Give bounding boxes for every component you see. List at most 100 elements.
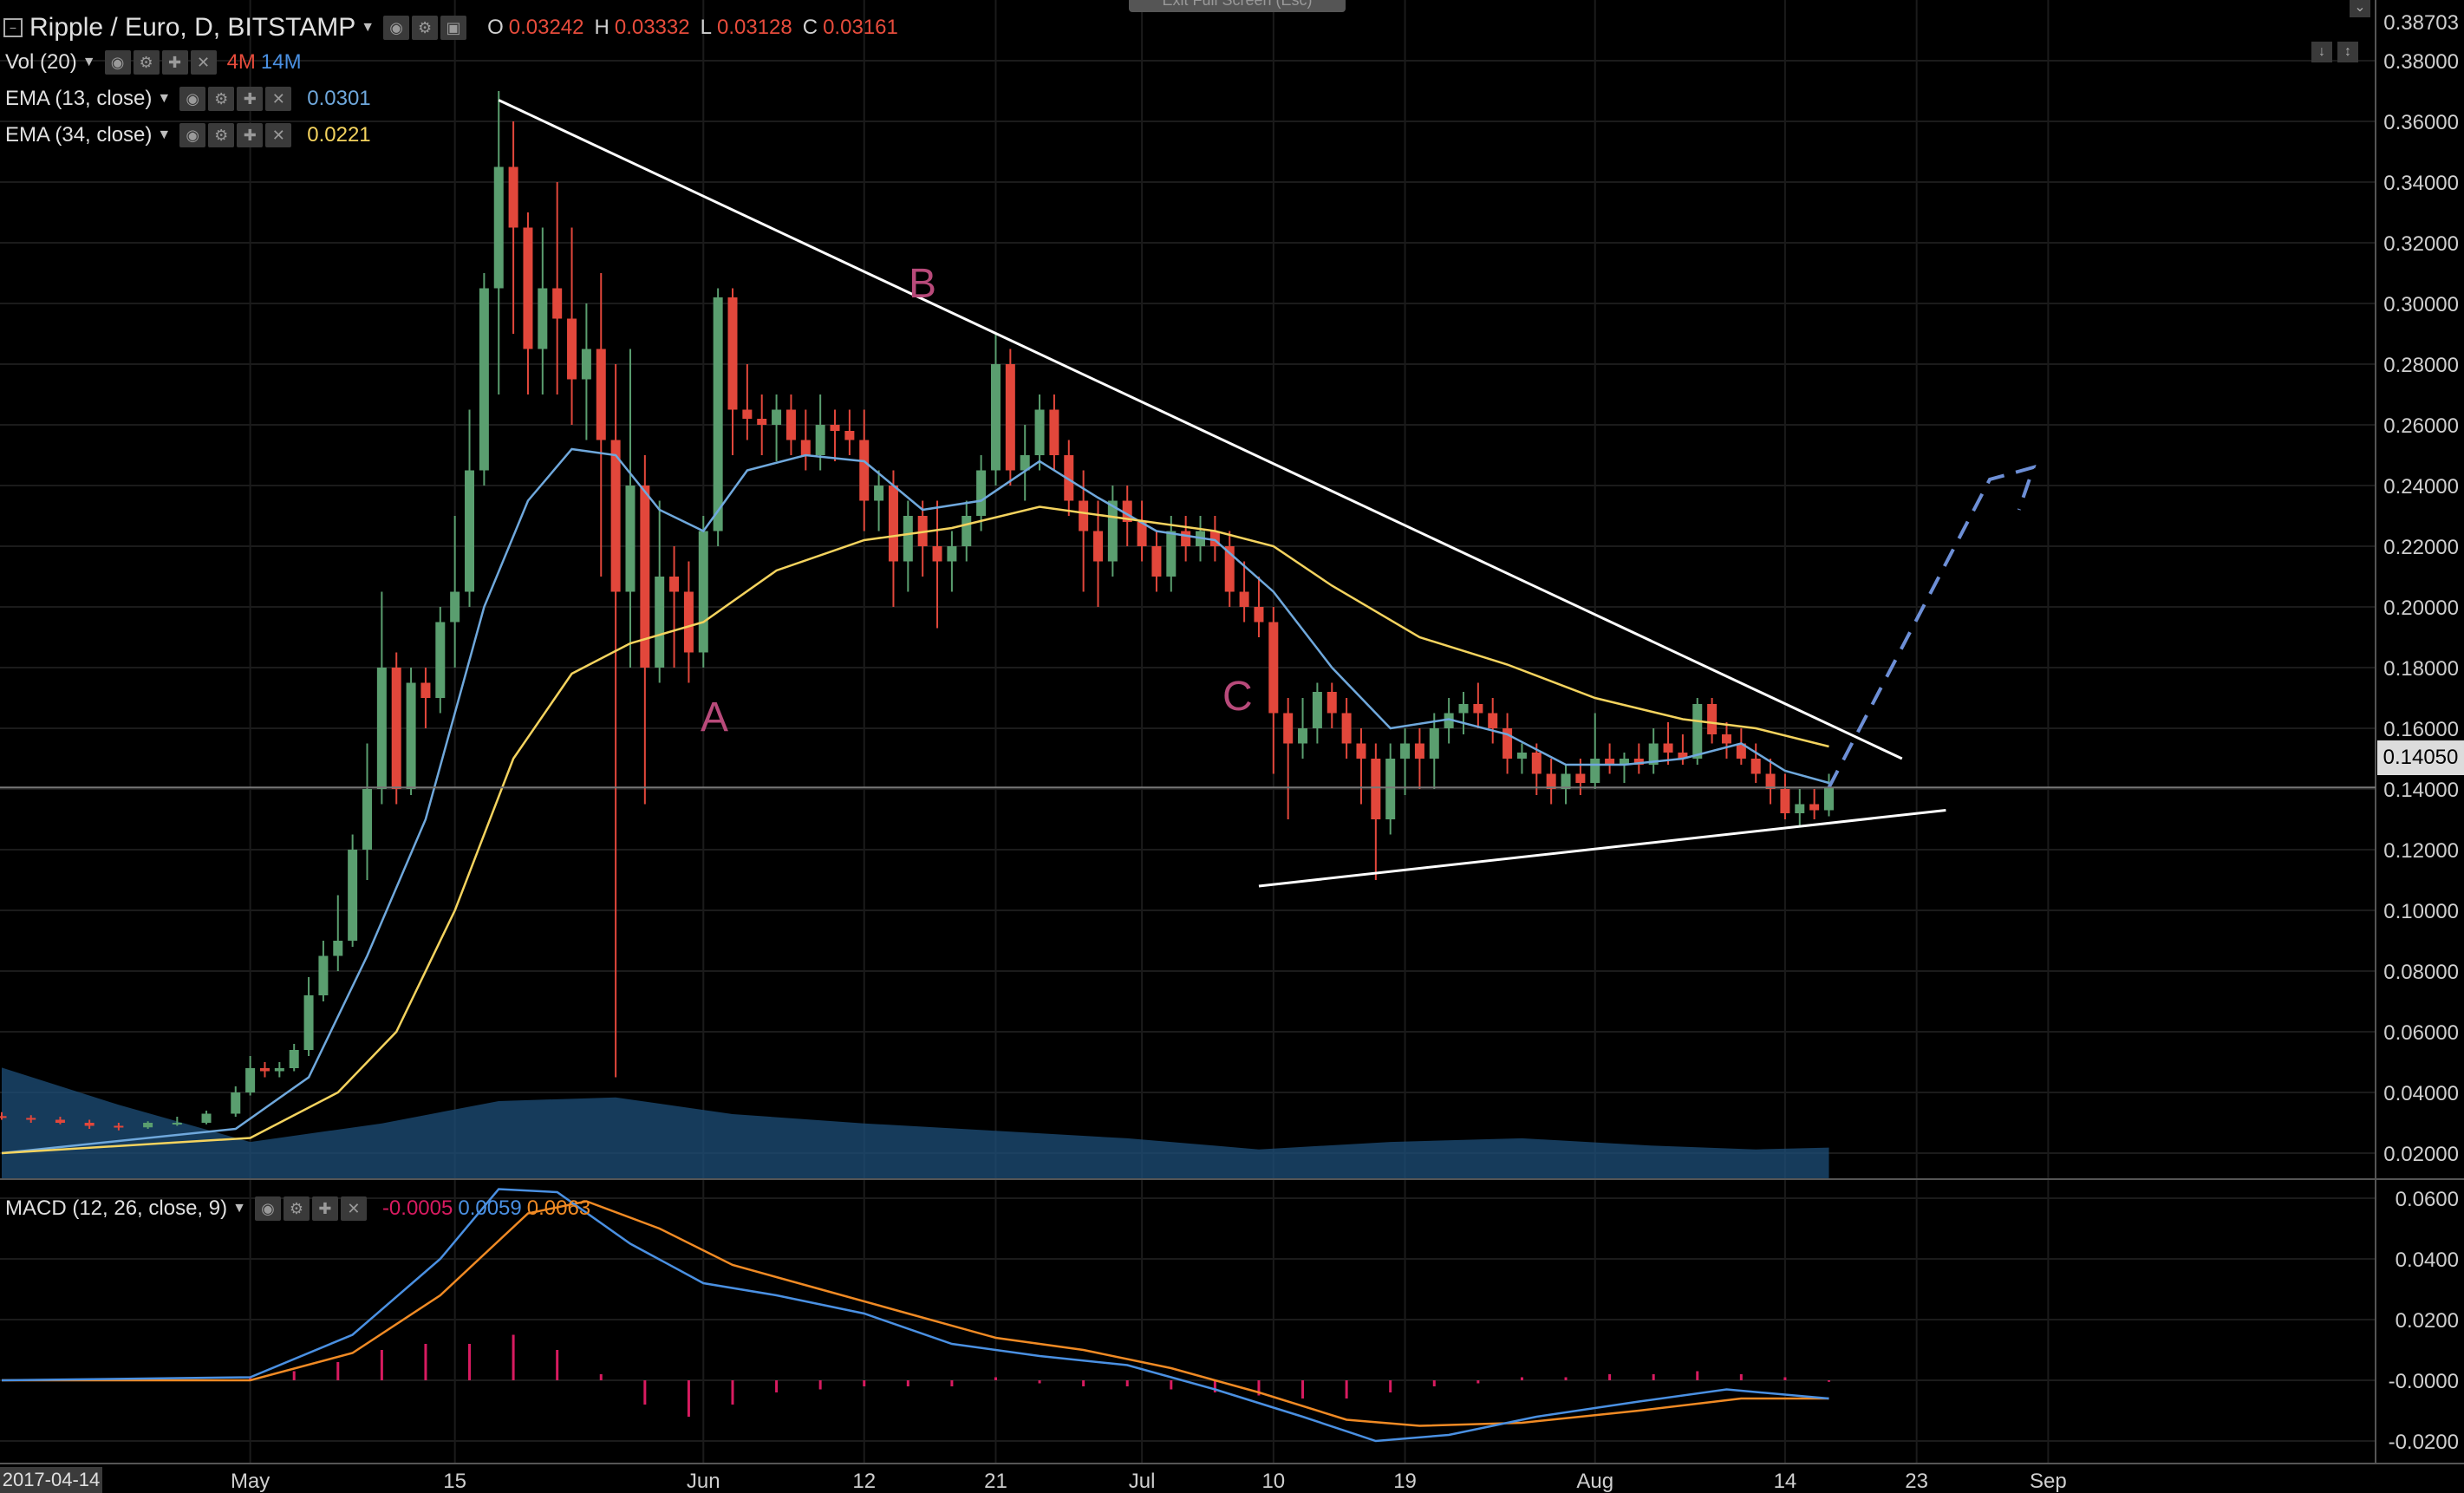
candle-body <box>1429 728 1439 759</box>
candle <box>990 334 1001 486</box>
candle <box>1765 759 1776 805</box>
candle-body <box>1633 759 1644 765</box>
candle <box>976 455 987 531</box>
macd-signal-value: 0.0063 <box>526 1196 591 1220</box>
vol-value: 4M <box>226 50 256 74</box>
trendlines <box>498 99 2037 888</box>
candle-body <box>1371 759 1381 819</box>
gear-icon[interactable]: ⚙ <box>283 1196 310 1221</box>
ema13-name[interactable]: EMA (13, close) <box>5 87 153 110</box>
eye-icon[interactable]: ◉ <box>254 1196 281 1221</box>
chevron-down-icon[interactable]: ▼ <box>81 55 96 69</box>
candle <box>1590 713 1600 789</box>
candle <box>1692 698 1703 765</box>
candle <box>538 227 548 394</box>
macd-line <box>1 1188 1829 1443</box>
candle <box>318 941 329 1001</box>
close-icon[interactable]: ✕ <box>265 123 292 147</box>
candle-body <box>1458 704 1469 714</box>
candle-body <box>683 591 694 653</box>
eye-icon[interactable]: ◉ <box>179 123 206 147</box>
candle-body <box>1283 713 1294 744</box>
candle <box>1268 607 1279 774</box>
candle <box>655 500 665 683</box>
candle-body <box>961 516 972 546</box>
gear-icon[interactable]: ⚙ <box>208 87 235 111</box>
plus-icon[interactable]: ✚ <box>237 123 264 147</box>
ema34-value: 0.0221 <box>307 123 371 147</box>
candle-body <box>1590 759 1600 783</box>
chevron-down-icon[interactable]: ▼ <box>157 91 172 106</box>
chevron-down-icon[interactable]: ⌄ <box>2350 0 2370 17</box>
ema13-legend: EMA (13, close) ▼ ◉ ⚙ ✚ ✕ 0.0301 <box>0 83 371 114</box>
candle-body <box>1034 409 1045 455</box>
copy-icon[interactable]: ▣ <box>440 16 467 40</box>
candle <box>1209 516 1220 562</box>
candle-body <box>420 682 431 698</box>
candle <box>1795 789 1805 825</box>
candle-body <box>1151 546 1162 577</box>
candle-body <box>1809 804 1820 811</box>
exit-fullscreen-button[interactable]: Exit Full Screen (Esc) <box>1129 0 1346 12</box>
scroll-down-icon[interactable]: ↓ <box>2311 42 2332 62</box>
candle-body <box>596 349 606 440</box>
macd-tick-label: -0.0200 <box>2389 1431 2459 1454</box>
vol-name[interactable]: Vol (20) <box>5 50 77 74</box>
scroll-up-icon[interactable]: ↕ <box>2337 42 2358 62</box>
wave-label-b: B <box>909 261 937 307</box>
candle-body <box>947 546 957 562</box>
candle-body <box>1795 804 1805 813</box>
eye-icon[interactable]: ◉ <box>104 50 131 75</box>
candle-body <box>362 789 372 850</box>
candle <box>1224 531 1235 607</box>
plus-icon[interactable]: ✚ <box>161 50 188 75</box>
candle-body <box>114 1125 124 1128</box>
candle <box>479 273 489 486</box>
eye-icon[interactable]: ◉ <box>383 16 410 40</box>
candle-body <box>1137 522 1147 546</box>
gear-icon[interactable]: ⚙ <box>133 50 160 75</box>
candle <box>1503 713 1513 774</box>
candle-body <box>1575 773 1586 783</box>
candle-body <box>1721 734 1731 744</box>
candle <box>172 1117 182 1126</box>
plus-icon[interactable]: ✚ <box>311 1196 338 1221</box>
plus-icon[interactable]: ✚ <box>237 87 264 111</box>
macd-name[interactable]: MACD (12, 26, close, 9) <box>5 1196 228 1220</box>
candle-body <box>303 995 314 1050</box>
candle <box>1516 743 1527 774</box>
time-tick-label: 23 <box>1905 1470 1928 1493</box>
ohlc-high-label: H <box>594 16 609 39</box>
close-icon[interactable]: ✕ <box>340 1196 367 1221</box>
gear-icon[interactable]: ⚙ <box>412 16 439 40</box>
chevron-down-icon[interactable]: ▼ <box>232 1201 246 1216</box>
chevron-down-icon[interactable]: ▼ <box>361 20 375 35</box>
candle <box>391 652 401 805</box>
close-icon[interactable]: ✕ <box>190 50 217 75</box>
candle <box>1049 394 1059 471</box>
candle <box>698 516 708 668</box>
ohlc-low-label: L <box>700 16 712 39</box>
candle <box>742 364 753 440</box>
close-icon[interactable]: ✕ <box>265 87 292 111</box>
candle-body <box>1444 713 1454 728</box>
candle-body <box>479 288 489 471</box>
symbol-title[interactable]: Ripple / Euro, D, BITSTAMP <box>29 13 356 42</box>
candle <box>1151 531 1162 592</box>
macd-legend: MACD (12, 26, close, 9) ▼ ◉ ⚙ ✚ ✕ -0.000… <box>0 1193 590 1224</box>
macd-tick-label: 0.0400 <box>2396 1249 2459 1272</box>
collapse-icon[interactable]: − <box>3 18 23 37</box>
time-tick-label: Sep <box>2030 1470 2067 1493</box>
candle-body <box>1707 704 1718 734</box>
gear-icon[interactable]: ⚙ <box>208 123 235 147</box>
price-tick-label: 0.24000 <box>2383 475 2459 499</box>
candle <box>289 1044 299 1072</box>
candle-body <box>1341 713 1352 744</box>
eye-icon[interactable]: ◉ <box>179 87 206 111</box>
price-tick-label: 0.30000 <box>2383 293 2459 316</box>
candle <box>333 895 343 971</box>
candle <box>303 977 314 1056</box>
chevron-down-icon[interactable]: ▼ <box>157 127 172 142</box>
ema34-name[interactable]: EMA (34, close) <box>5 123 153 147</box>
